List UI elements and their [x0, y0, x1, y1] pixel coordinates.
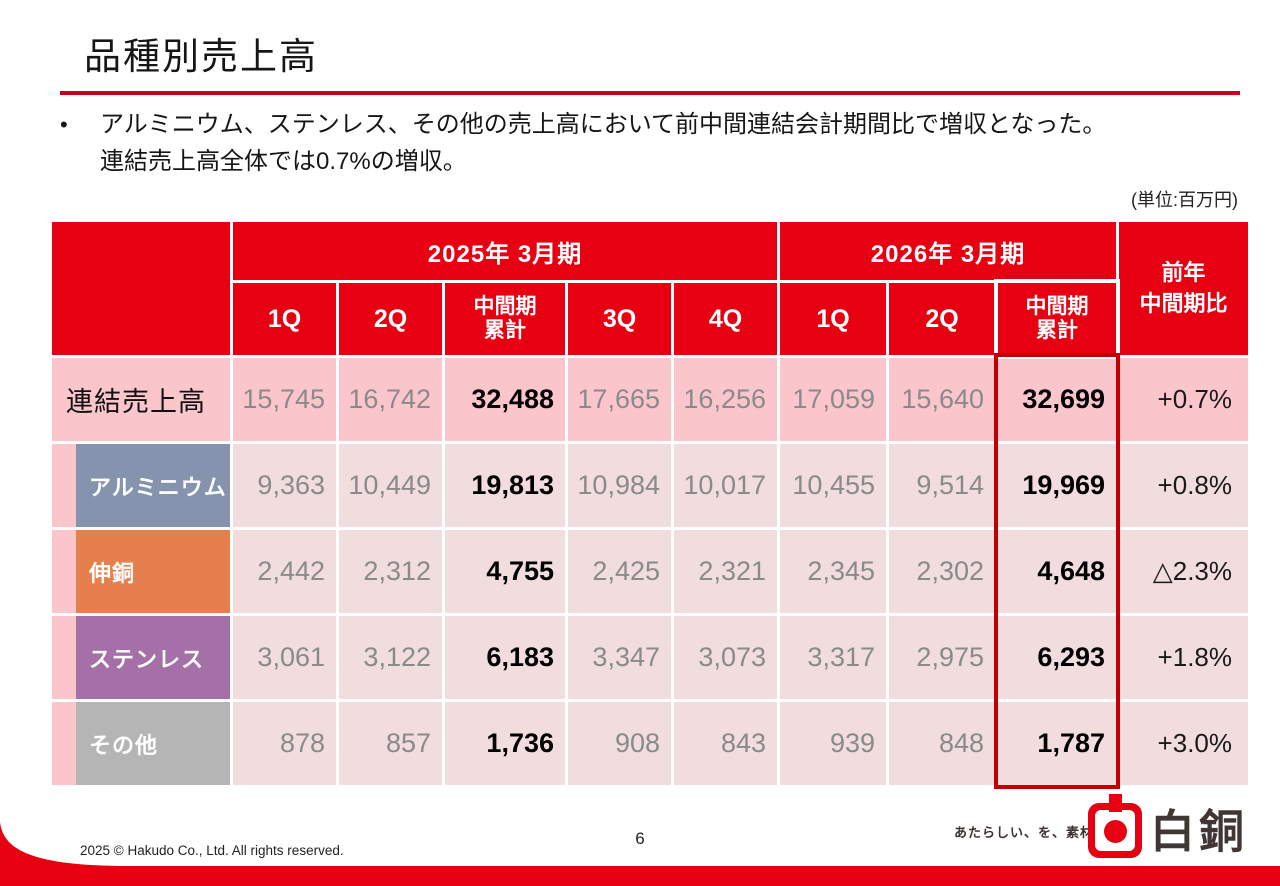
hakudo-logo-icon: [1088, 794, 1142, 858]
value-cell-h1-total: 19,969: [998, 444, 1116, 527]
value-cell: 878: [233, 702, 336, 785]
row-label-copper: 伸銅: [52, 530, 230, 613]
value-cell-h1-total: 4,755: [445, 530, 565, 613]
value-cell: 10,449: [339, 444, 442, 527]
value-cell: 2,345: [780, 530, 886, 613]
bullet-text: アルミニウム、ステンレス、その他の売上高において前中間連結会計期間比で増収となっ…: [100, 106, 1230, 180]
value-cell: 3,073: [674, 616, 777, 699]
value-cell: 3,317: [780, 616, 886, 699]
value-cell: 15,745: [233, 358, 336, 441]
logo-tab-shape: [1109, 794, 1122, 812]
brand-name: 白銅: [1150, 806, 1249, 857]
row-label-other: その他: [52, 702, 230, 785]
value-cell: 15,640: [889, 358, 995, 441]
col-group-fy2025: 2025年 3月期: [233, 222, 777, 280]
yoy-header-line1: 前年: [1161, 259, 1206, 285]
value-cell: 16,742: [339, 358, 442, 441]
col-header-1q-2025: 1Q: [233, 283, 336, 355]
value-cell-h1-total: 1,736: [445, 702, 565, 785]
value-cell: 2,321: [674, 530, 777, 613]
unit-note: (単位:百万円): [1131, 190, 1238, 210]
col-header-3q-2025: 3Q: [568, 283, 671, 355]
bullet-dot: •: [60, 112, 68, 137]
category-tag: ステンレス: [76, 616, 230, 699]
page-title: 品種別売上高: [84, 36, 318, 77]
value-cell: 17,665: [568, 358, 671, 441]
col-header-2q-2026: 2Q: [889, 283, 995, 355]
yoy-header-line2: 中間期比: [1139, 290, 1228, 316]
value-cell: 2,442: [233, 530, 336, 613]
col-group-fy2026: 2026年 3月期: [780, 222, 1116, 280]
page-number: 6: [635, 829, 645, 848]
yoy-cell: +1.8%: [1119, 616, 1248, 699]
yoy-cell: +0.8%: [1119, 444, 1248, 527]
value-cell: 9,514: [889, 444, 995, 527]
copyright-text: 2025 © Hakudo Co., Ltd. All rights reser…: [80, 843, 344, 858]
footer-red-swoosh: [0, 822, 1280, 886]
logo-circle-shape: [1104, 820, 1127, 843]
row-label-consolidated: 連結売上高: [52, 358, 230, 441]
category-tag: アルミニウム: [76, 444, 230, 527]
col-header-4q-2025: 4Q: [674, 283, 777, 355]
yoy-cell: △2.3%: [1119, 530, 1248, 613]
category-tag: 伸銅: [76, 530, 230, 613]
category-tag: その他: [76, 702, 230, 785]
row-label-stainless: ステンレス: [52, 616, 230, 699]
col-header-1q-2026: 1Q: [780, 283, 886, 355]
value-cell: 10,017: [674, 444, 777, 527]
value-cell: 2,975: [889, 616, 995, 699]
row-label-aluminum: アルミニウム: [52, 444, 230, 527]
value-cell: 857: [339, 702, 442, 785]
yoy-cell: +3.0%: [1119, 702, 1248, 785]
value-cell: 3,061: [233, 616, 336, 699]
title-underline: [60, 91, 1240, 95]
sales-by-product-table: 2025年 3月期 2026年 3月期 前年 中間期比 1Q 2Q 中間期 累計 …: [52, 222, 1248, 789]
value-cell: 939: [780, 702, 886, 785]
bullet-point: • アルミニウム、ステンレス、その他の売上高において前中間連結会計期間比で増収と…: [60, 106, 1230, 180]
col-header-h1-2025: 中間期 累計: [445, 283, 565, 355]
value-cell: 16,256: [674, 358, 777, 441]
value-cell: 9,363: [233, 444, 336, 527]
yoy-cell: +0.7%: [1119, 358, 1248, 441]
value-cell: 17,059: [780, 358, 886, 441]
bullet-line-2: 連結売上高全体では0.7%の増収。: [100, 148, 467, 175]
value-cell-h1-total: 1,787: [998, 702, 1116, 785]
value-cell-h1-total: 32,699: [998, 358, 1116, 441]
value-cell: 2,425: [568, 530, 671, 613]
col-header-2q-2025: 2Q: [339, 283, 442, 355]
value-cell: 3,122: [339, 616, 442, 699]
value-cell: 908: [568, 702, 671, 785]
value-cell: 2,312: [339, 530, 442, 613]
value-cell: 3,347: [568, 616, 671, 699]
value-cell: 843: [674, 702, 777, 785]
value-cell: 2,302: [889, 530, 995, 613]
col-header-yoy: 前年 中間期比: [1119, 222, 1248, 355]
col-header-h1-2026-highlighted: 中間期 累計: [998, 283, 1116, 355]
value-cell-h1-total: 19,813: [445, 444, 565, 527]
value-cell-h1-total: 6,293: [998, 616, 1116, 699]
value-cell: 10,984: [568, 444, 671, 527]
bullet-line-1: アルミニウム、ステンレス、その他の売上高において前中間連結会計期間比で増収となっ…: [100, 111, 1107, 138]
value-cell: 10,455: [780, 444, 886, 527]
value-cell-h1-total: 32,488: [445, 358, 565, 441]
value-cell: 848: [889, 702, 995, 785]
value-cell-h1-total: 6,183: [445, 616, 565, 699]
table-corner-cell: [52, 222, 230, 355]
value-cell-h1-total: 4,648: [998, 530, 1116, 613]
